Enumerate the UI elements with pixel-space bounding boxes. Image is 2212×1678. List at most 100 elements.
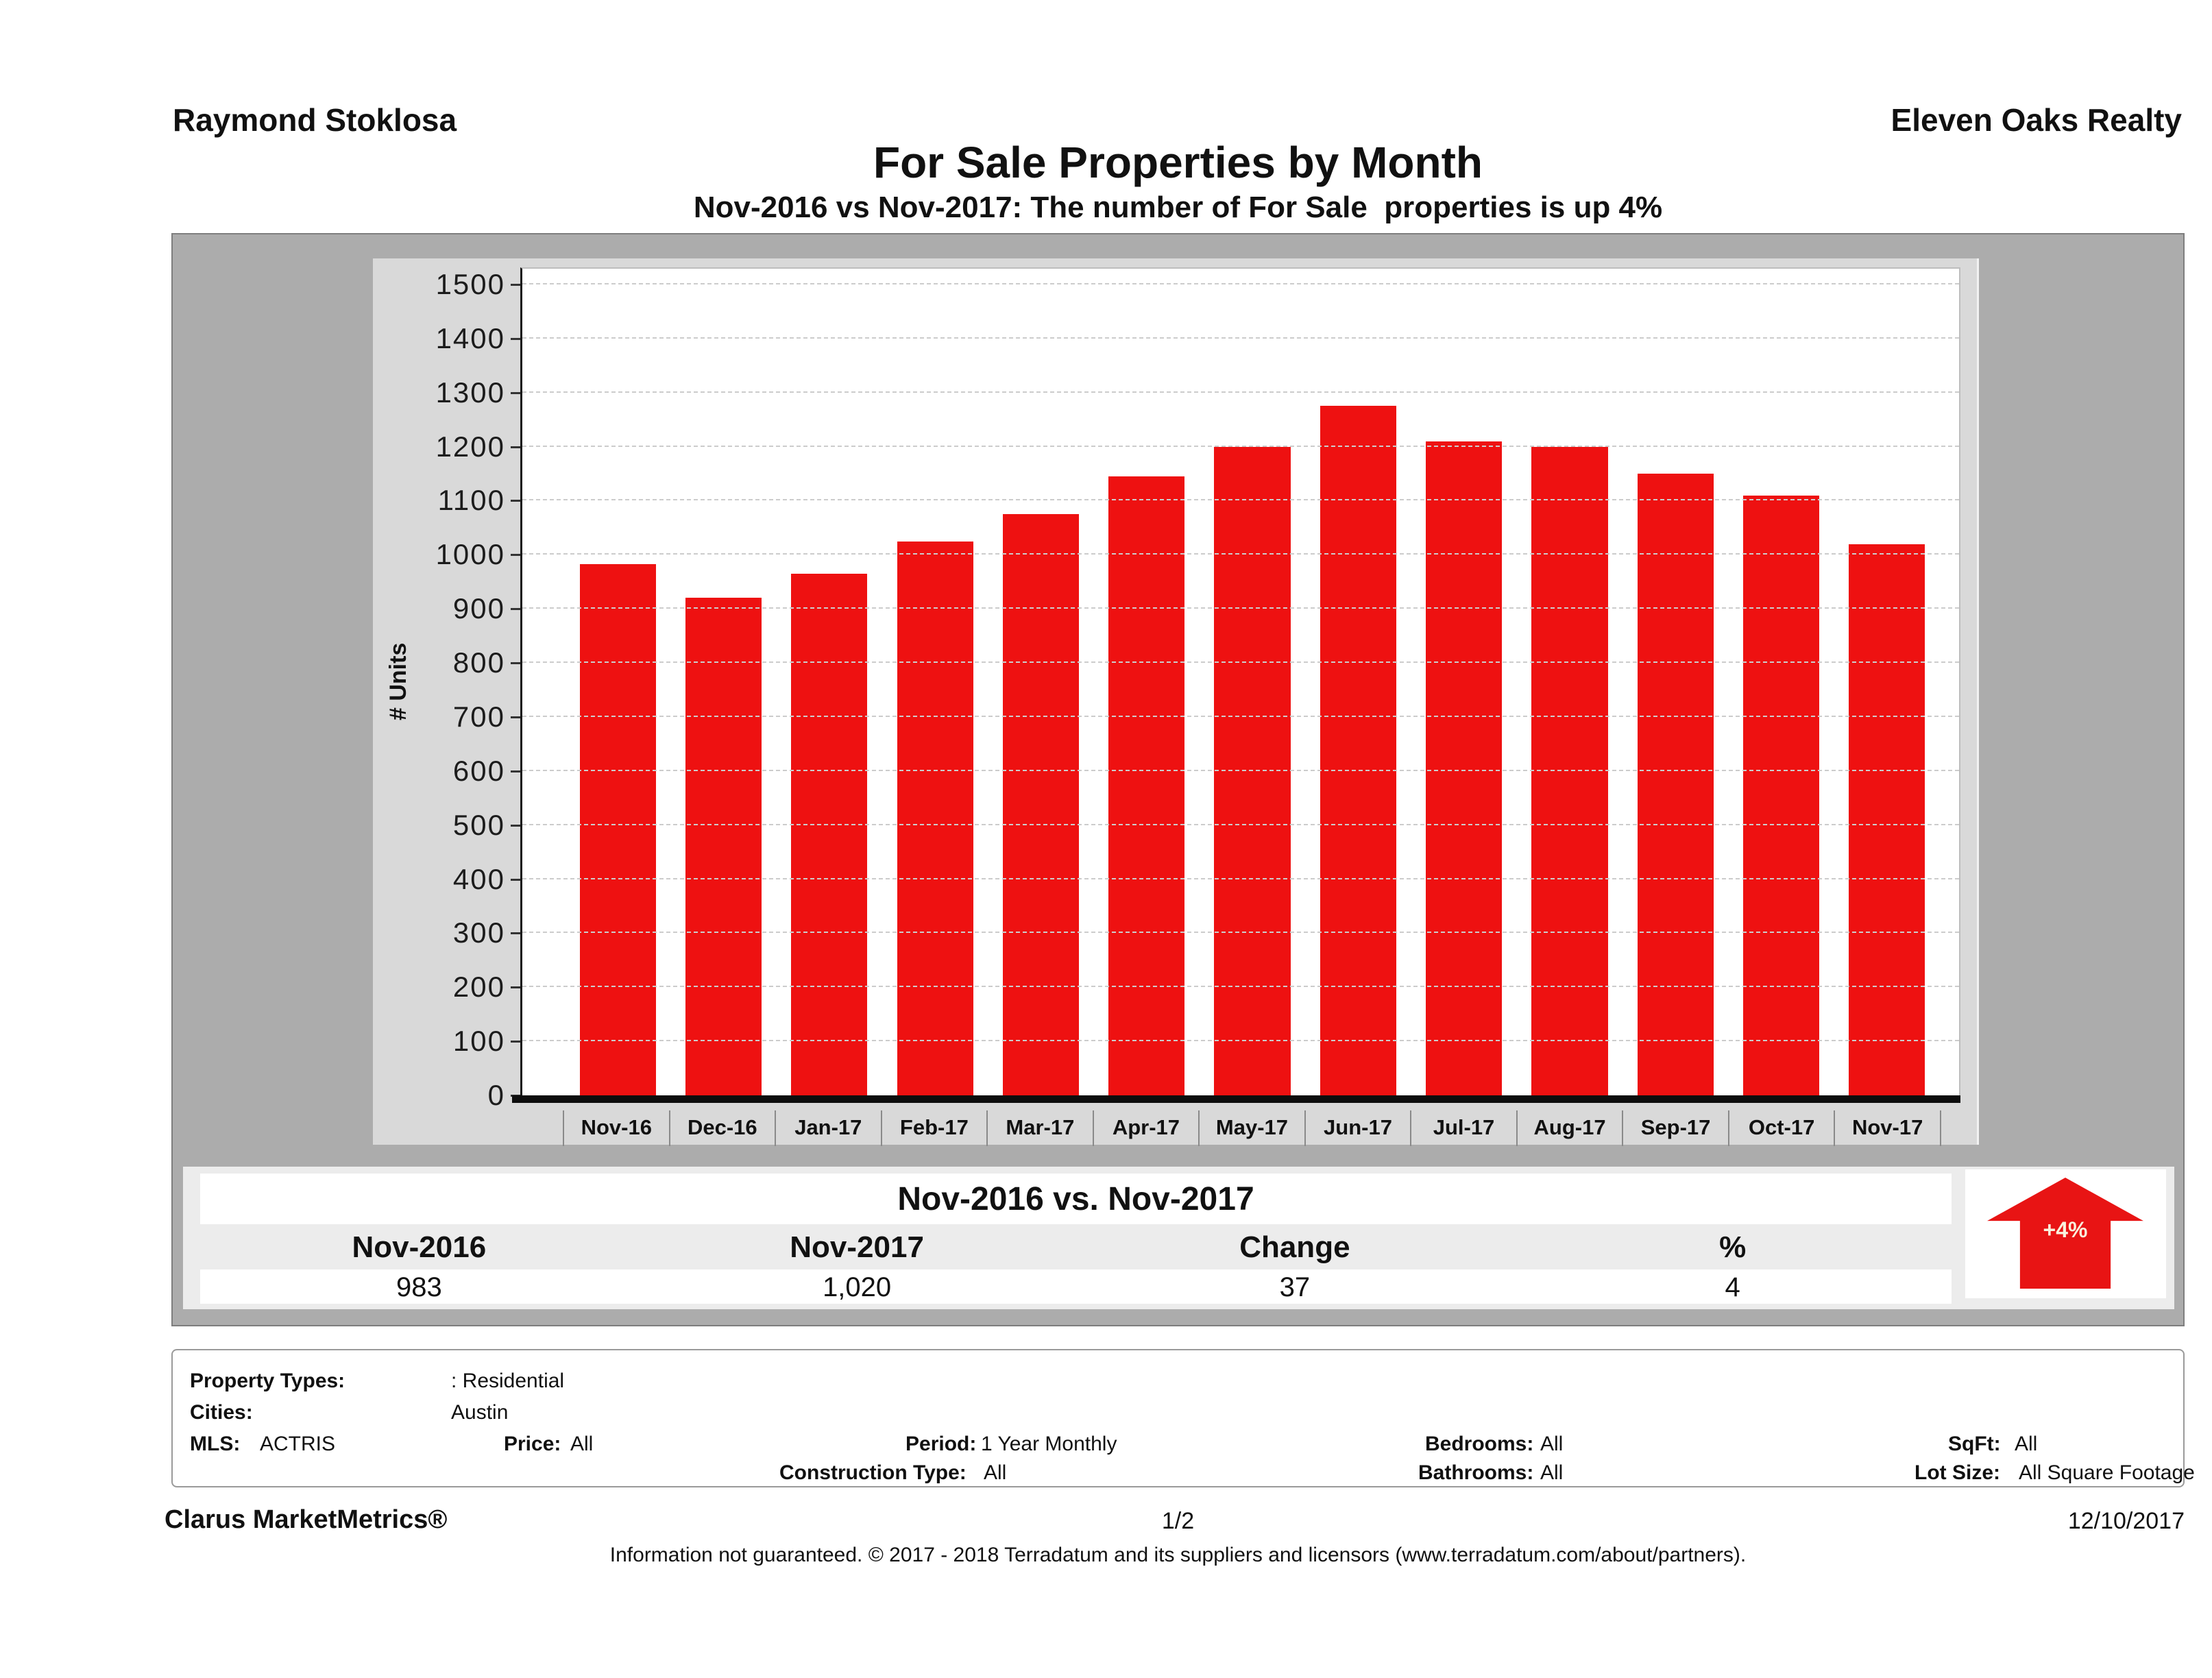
gridline <box>522 877 1959 879</box>
bar-slot <box>1094 269 1200 1095</box>
bar-slot <box>1728 269 1834 1095</box>
y-tick-label: 500 <box>452 809 505 841</box>
y-tick-label: 600 <box>452 755 505 787</box>
summary-value: 4 <box>1725 1272 1740 1302</box>
summary-col-header: Nov-2017 <box>790 1230 924 1264</box>
bar-slot <box>1305 269 1411 1095</box>
agent-name: Raymond Stoklosa <box>173 102 457 138</box>
x-tick-label: Feb-17 <box>882 1110 988 1146</box>
summary-value-row: 983 1,020 37 4 <box>200 1269 1952 1304</box>
report-date: 12/10/2017 <box>2067 1508 2185 1534</box>
bar-slot <box>565 269 670 1095</box>
y-tick-mark <box>511 446 520 448</box>
x-tick-label: May-17 <box>1200 1110 1306 1146</box>
y-tick-label: 1000 <box>435 538 505 570</box>
y-tick-mark <box>511 879 520 881</box>
x-tick-label: Oct-17 <box>1729 1110 1836 1146</box>
y-tick-label: 1100 <box>437 484 505 516</box>
y-tick-label: 700 <box>452 701 505 733</box>
summary-col-header: Nov-2016 <box>352 1230 487 1264</box>
bar-Jan-17 <box>791 574 868 1095</box>
gridline <box>522 499 1959 501</box>
summary-value: 37 <box>1279 1272 1311 1302</box>
y-tick-mark <box>511 284 520 286</box>
bedrooms-label: Bedrooms: <box>1425 1433 1534 1455</box>
gridline <box>522 986 1959 988</box>
summary-value: 1,020 <box>823 1272 892 1302</box>
mls-label: MLS: <box>190 1433 241 1455</box>
gridline <box>522 715 1959 717</box>
x-axis-line <box>512 1095 1960 1103</box>
summary-col-header: % <box>1719 1230 1747 1264</box>
x-tick-label: Apr-17 <box>1094 1110 1200 1146</box>
price-label: Price: <box>504 1433 561 1455</box>
y-tick-mark <box>511 986 520 988</box>
y-tick-mark <box>511 500 520 502</box>
x-tick-label: Jun-17 <box>1306 1110 1412 1146</box>
x-tick-label: Nov-16 <box>563 1110 670 1146</box>
y-tick-label: 100 <box>452 1025 505 1057</box>
bar-Jul-17 <box>1426 441 1503 1095</box>
x-tick-label: Jan-17 <box>776 1110 882 1146</box>
x-tick-label: Jul-17 <box>1411 1110 1518 1146</box>
arrow-percent-label: +4% <box>2043 1217 2088 1242</box>
summary-title: Nov-2016 vs. Nov-2017 <box>200 1174 1952 1224</box>
y-tick-label: 400 <box>452 863 505 895</box>
y-tick-mark <box>511 932 520 934</box>
bar-slot <box>882 269 988 1095</box>
y-tick-label: 1200 <box>435 430 505 463</box>
property-types-value: : Residential <box>451 1370 565 1392</box>
y-tick-label: 1500 <box>435 268 505 300</box>
cities-label: Cities: <box>190 1401 253 1424</box>
summary-header-row: Nov-2016 Nov-2017 Change % <box>200 1224 1952 1269</box>
y-tick-mark <box>511 1041 520 1043</box>
page-title: For Sale Properties by Month <box>873 138 1483 187</box>
bar-Nov-16 <box>579 564 656 1095</box>
y-tick-mark <box>511 770 520 773</box>
period-value: 1 Year Monthly <box>981 1433 1117 1455</box>
bar-slot <box>1834 269 1940 1095</box>
bar-May-17 <box>1214 447 1291 1095</box>
gridline <box>522 553 1959 555</box>
gridline <box>522 932 1959 934</box>
y-tick-label: 200 <box>452 971 505 1003</box>
bathrooms-label: Bathrooms: <box>1418 1461 1534 1484</box>
x-tick-label: Aug-17 <box>1518 1110 1624 1146</box>
parameters-box: Property Types: : Residential Cities: Au… <box>171 1349 2195 1487</box>
bar-slot <box>988 269 1093 1095</box>
y-tick-mark <box>511 716 520 718</box>
bar-Sep-17 <box>1637 474 1714 1095</box>
bar-slot <box>1200 269 1305 1095</box>
sqft-label: SqFt: <box>1948 1433 2001 1455</box>
x-axis-labels: Nov-16 Dec-16 Jan-17 Feb-17 Mar-17 Apr-17 May-… <box>520 1110 1960 1146</box>
y-tick-mark <box>511 554 520 556</box>
chart-section: # Units 0 100 200 300 400 500 600 700 800 900 1000… <box>171 233 2185 1326</box>
y-tick-label: 1300 <box>435 376 505 409</box>
y-tick-mark <box>511 608 520 610</box>
gridline <box>522 661 1959 664</box>
period-label: Period: <box>906 1433 977 1455</box>
bar-Oct-17 <box>1743 496 1820 1095</box>
page-subtitle: Nov-2016 vs Nov-2017: The number of For … <box>693 191 1663 224</box>
summary-value: 983 <box>396 1272 442 1302</box>
mls-value: ACTRIS <box>260 1433 336 1455</box>
x-tick-label: Nov-17 <box>1835 1110 1941 1146</box>
x-tick-label: Mar-17 <box>988 1110 1094 1146</box>
bar-series <box>522 269 1959 1095</box>
gridline <box>522 607 1959 609</box>
bar-Apr-17 <box>1108 476 1185 1095</box>
brand-name: Clarus MarketMetrics® <box>165 1505 448 1534</box>
bar-slot <box>777 269 882 1095</box>
y-tick-label: 1400 <box>435 322 505 354</box>
gridline <box>522 391 1959 393</box>
disclaimer-text: Information not guaranteed. © 2017 - 201… <box>609 1544 1747 1566</box>
bar-Feb-17 <box>897 542 973 1095</box>
sqft-value: All <box>2015 1433 2038 1455</box>
lot-size-value: All Square Footage <box>2019 1461 2195 1484</box>
company-name: Eleven Oaks Realty <box>1891 102 2182 138</box>
bar-Jun-17 <box>1320 406 1396 1095</box>
y-tick-label: 300 <box>452 916 505 949</box>
bar-Aug-17 <box>1531 447 1608 1095</box>
y-tick-label: 800 <box>452 646 505 679</box>
